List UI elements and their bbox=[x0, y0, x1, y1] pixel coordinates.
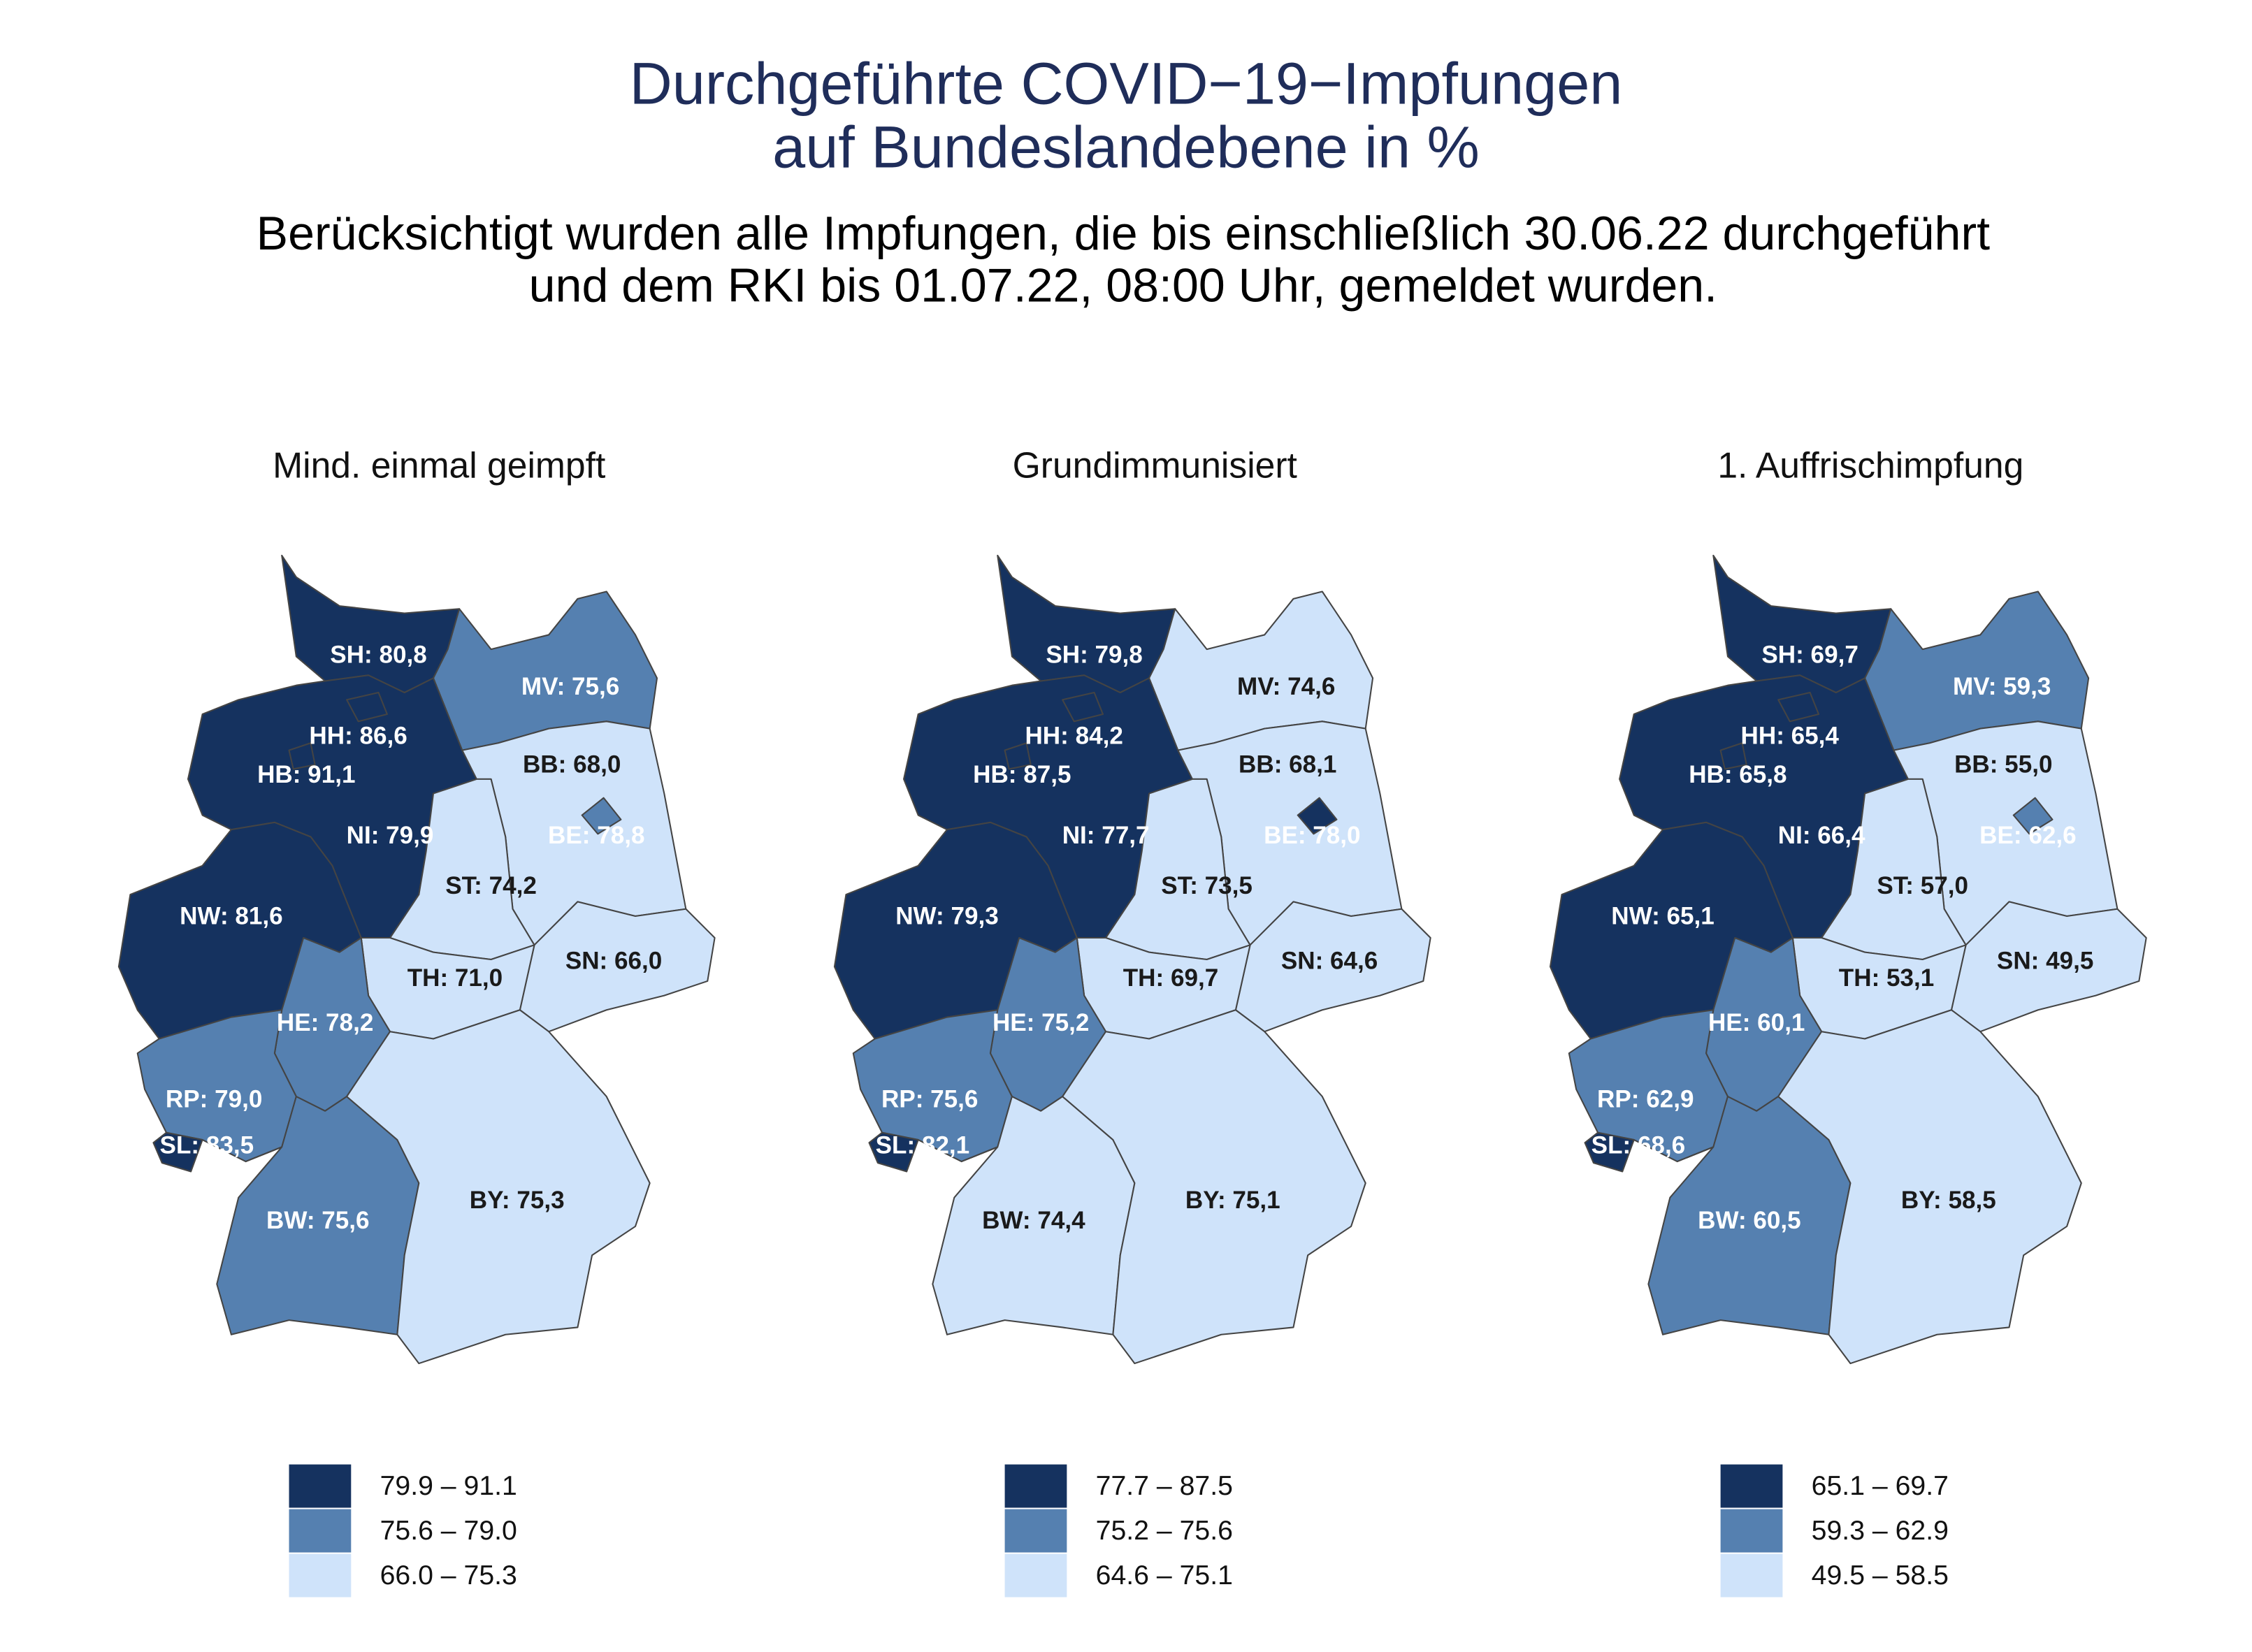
state-label: BW: 60,5 bbox=[1698, 1207, 1801, 1234]
state-region bbox=[1062, 1009, 1366, 1365]
state-label: BE: 78,8 bbox=[548, 822, 644, 849]
state-label: SH: 69,7 bbox=[1761, 642, 1858, 669]
state-label: BY: 75,3 bbox=[470, 1187, 565, 1214]
state-label: SN: 64,6 bbox=[1281, 947, 1378, 974]
state-region bbox=[346, 1009, 651, 1365]
state-region bbox=[581, 797, 622, 835]
state-region bbox=[288, 742, 316, 770]
state-region bbox=[1584, 1131, 1635, 1173]
state-region bbox=[2012, 797, 2053, 835]
state-label: HH: 65,4 bbox=[1741, 722, 1840, 749]
state-label: RP: 62,9 bbox=[1597, 1086, 1694, 1113]
legend-swatch bbox=[1720, 1464, 1783, 1508]
state-region bbox=[1777, 1009, 2082, 1365]
legend-swatch bbox=[1004, 1553, 1067, 1597]
state-region bbox=[1004, 742, 1032, 770]
state-label: BW: 75,6 bbox=[266, 1207, 370, 1234]
legend-swatch bbox=[1720, 1509, 1783, 1553]
legend-label: 64.6 – 75.1 bbox=[1096, 1560, 1233, 1591]
state-label: BE: 78,0 bbox=[1264, 822, 1360, 849]
state-label: NI: 66,4 bbox=[1778, 822, 1865, 849]
state-label: BE: 62,6 bbox=[1979, 822, 2076, 849]
state-label: HH: 84,2 bbox=[1025, 722, 1123, 749]
legend-label: 66.0 – 75.3 bbox=[380, 1560, 517, 1591]
subtitle-line: Berücksichtigt wurden alle Impfungen, di… bbox=[257, 207, 1990, 260]
state-label: HE: 60,1 bbox=[1708, 1009, 1805, 1036]
legend-label: 65.1 – 69.7 bbox=[1812, 1470, 1949, 1501]
state-label: NI: 79,9 bbox=[347, 822, 434, 849]
state-label: HH: 86,6 bbox=[309, 722, 407, 749]
state-label: ST: 57,0 bbox=[1877, 872, 1968, 899]
legend-label: 59.3 – 62.9 bbox=[1812, 1515, 1949, 1546]
legend-label: 49.5 – 58.5 bbox=[1812, 1560, 1949, 1591]
state-label: RP: 79,0 bbox=[166, 1086, 262, 1113]
state-region bbox=[1777, 691, 1820, 723]
legend-swatch bbox=[289, 1553, 352, 1597]
legend-label: 75.6 – 79.0 bbox=[380, 1515, 517, 1546]
state-label: ST: 74,2 bbox=[445, 872, 537, 899]
state-label: BB: 55,0 bbox=[1954, 751, 2052, 778]
state-label: MV: 59,3 bbox=[1953, 673, 2051, 700]
state-label: SL: 83,5 bbox=[160, 1132, 254, 1159]
state-region bbox=[868, 1131, 919, 1173]
state-label: HB: 65,8 bbox=[1689, 761, 1787, 788]
legend-swatch bbox=[289, 1464, 352, 1508]
state-label: SH: 80,8 bbox=[330, 642, 426, 669]
state-label: NW: 81,6 bbox=[180, 902, 283, 929]
state-label: SN: 66,0 bbox=[565, 947, 662, 974]
state-label: HE: 75,2 bbox=[993, 1009, 1089, 1036]
state-label: NI: 77,7 bbox=[1062, 822, 1150, 849]
map-panel: 1. Auffrischimpfung SH: 69,7 MV: 59,3 HH: 6… bbox=[1549, 444, 2147, 1597]
state-label: TH: 71,0 bbox=[407, 964, 503, 992]
state-label: BY: 75,1 bbox=[1185, 1187, 1280, 1214]
state-region bbox=[1297, 797, 1338, 835]
legend-swatch bbox=[1004, 1464, 1067, 1508]
state-label: SH: 79,8 bbox=[1046, 642, 1142, 669]
state-label: BW: 74,4 bbox=[982, 1207, 1085, 1234]
map-title: Grundimmunisiert bbox=[1013, 444, 1297, 485]
state-region bbox=[1719, 742, 1747, 770]
state-label: HB: 87,5 bbox=[973, 761, 1071, 788]
subtitle-line: und dem RKI bis 01.07.22, 08:00 Uhr, gem… bbox=[529, 259, 1717, 312]
state-label: NW: 79,3 bbox=[895, 902, 999, 929]
state-label: HB: 91,1 bbox=[257, 761, 355, 788]
title-line: Durchgeführte COVID−19−Impfungen bbox=[630, 50, 1623, 117]
state-region bbox=[1062, 691, 1104, 723]
map-title: 1. Auffrischimpfung bbox=[1717, 444, 2023, 485]
legend-swatch bbox=[1004, 1509, 1067, 1553]
legend-swatch bbox=[1720, 1553, 1783, 1597]
legend-label: 77.7 – 87.5 bbox=[1096, 1470, 1233, 1501]
legend-label: 79.9 – 91.1 bbox=[380, 1470, 517, 1501]
state-label: TH: 53,1 bbox=[1839, 964, 1934, 992]
state-region bbox=[152, 1131, 203, 1173]
map-title: Mind. einmal geimpft bbox=[273, 444, 605, 485]
state-label: MV: 74,6 bbox=[1237, 673, 1335, 700]
state-label: BB: 68,0 bbox=[523, 751, 621, 778]
state-region bbox=[346, 691, 388, 723]
state-label: BY: 58,5 bbox=[1901, 1187, 1996, 1214]
state-label: NW: 65,1 bbox=[1611, 902, 1715, 929]
state-label: ST: 73,5 bbox=[1161, 872, 1253, 899]
map-panel: Grundimmunisiert SH: 79,8 MV: 74,6 HH: 84,2… bbox=[833, 444, 1431, 1597]
title-line: auf Bundeslandebene in % bbox=[772, 113, 1480, 180]
legend-swatch bbox=[289, 1509, 352, 1553]
state-label: SL: 82,1 bbox=[876, 1132, 970, 1159]
state-label: RP: 75,6 bbox=[881, 1086, 978, 1113]
state-label: MV: 75,6 bbox=[521, 673, 619, 700]
state-label: HE: 78,2 bbox=[277, 1009, 373, 1036]
legend-label: 75.2 – 75.6 bbox=[1096, 1515, 1233, 1546]
state-label: BB: 68,1 bbox=[1239, 751, 1336, 778]
map-panel: Mind. einmal geimpft SH: 80,8 MV: 75,6 HH: … bbox=[117, 444, 716, 1597]
state-label: SL: 68,6 bbox=[1591, 1132, 1686, 1159]
state-label: SN: 49,5 bbox=[1997, 947, 2093, 974]
state-label: TH: 69,7 bbox=[1123, 964, 1218, 992]
